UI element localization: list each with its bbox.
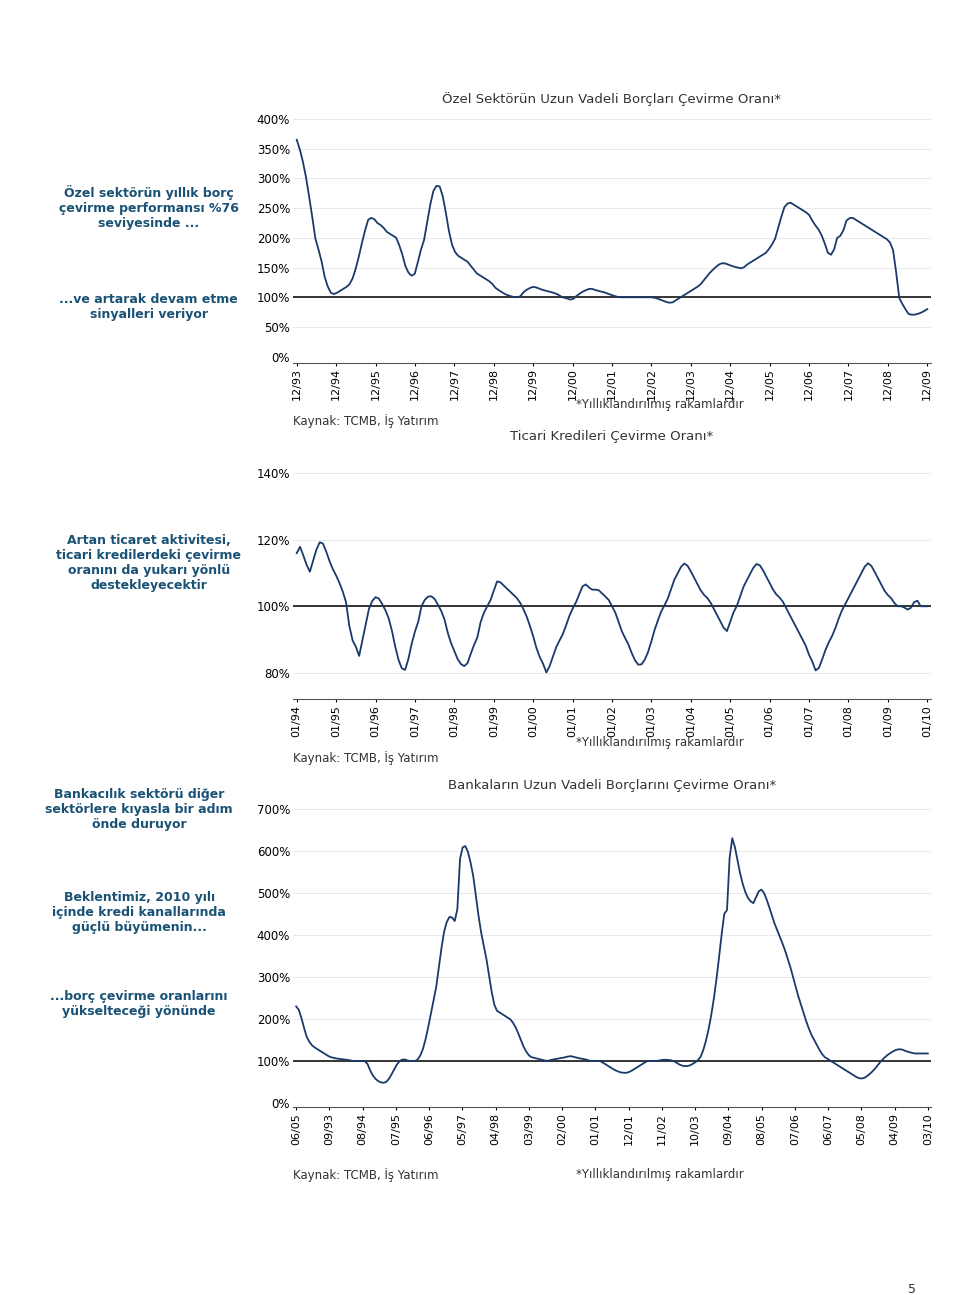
Text: 5: 5: [908, 1283, 916, 1295]
Text: *Yıllıklandırılmış rakamlardır: *Yıllıklandırılmış rakamlardır: [576, 398, 744, 411]
Text: Özel sektörün yıllık borç
çevirme performansı %76
seviyesinde ...: Özel sektörün yıllık borç çevirme perfor…: [59, 185, 239, 229]
Text: *Yıllıklandırılmış rakamlardır: *Yıllıklandırılmış rakamlardır: [576, 1168, 744, 1181]
Text: ...ve artarak devam etme
sinyalleri veriyor: ...ve artarak devam etme sinyalleri veri…: [60, 293, 238, 321]
Text: ...borç çevirme oranlarını
yükselteceği yönünde: ...borç çevirme oranlarını yükselteceği …: [51, 989, 228, 1018]
Text: Bankacılık sektörü diğer
sektörlere kıyasla bir adım
önde duruyor: Bankacılık sektörü diğer sektörlere kıya…: [45, 787, 233, 831]
Text: *Yıllıklandırılmış rakamlardır: *Yıllıklandırılmış rakamlardır: [576, 736, 744, 749]
Title: Bankaların Uzun Vadeli Borçlarını Çevirme Oranı*: Bankaların Uzun Vadeli Borçlarını Çevirm…: [448, 780, 776, 793]
Title: Ticari Kredileri Çevirme Oranı*: Ticari Kredileri Çevirme Oranı*: [511, 430, 713, 443]
Text: Kaynak: TCMB, İş Yatırım: Kaynak: TCMB, İş Yatırım: [293, 1168, 439, 1182]
Text: Kaynak: TCMB, İş Yatırım: Kaynak: TCMB, İş Yatırım: [293, 751, 439, 765]
Text: Kaynak: TCMB, İş Yatırım: Kaynak: TCMB, İş Yatırım: [293, 414, 439, 429]
Text: Artan ticaret aktivitesi,
ticari kredilerdeki çevirme
oranını da yukarı yönlü
de: Artan ticaret aktivitesi, ticari kredile…: [57, 535, 241, 592]
Text: Beklentimiz, 2010 yılı
içinde kredi kanallarında
güçlü büyümenin...: Beklentimiz, 2010 yılı içinde kredi kana…: [52, 891, 227, 935]
Text: İŞ YATIRIM: İŞ YATIRIM: [672, 31, 762, 49]
Title: Özel Sektörün Uzun Vadeli Borçları Çevirme Oranı*: Özel Sektörün Uzun Vadeli Borçları Çevir…: [443, 92, 781, 106]
